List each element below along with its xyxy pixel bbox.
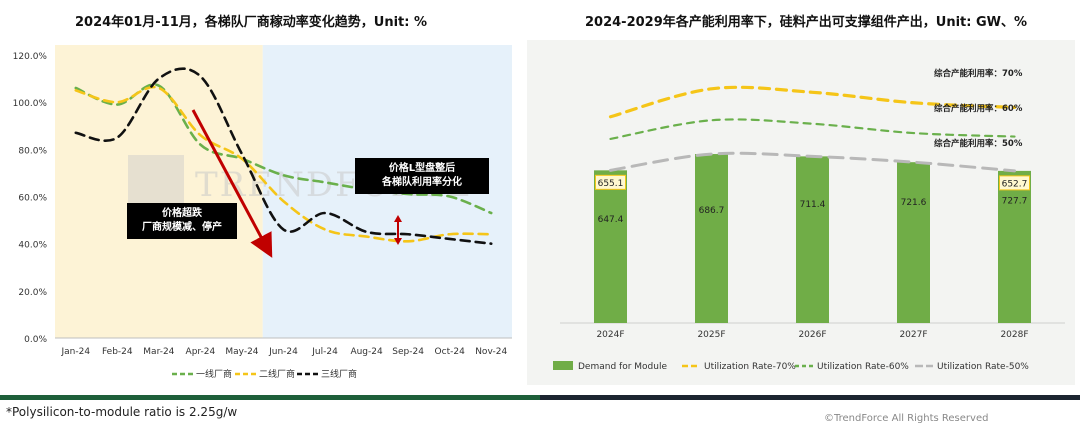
footer-bar-dark <box>540 395 1080 400</box>
bar-value-label: 686.7 <box>699 206 725 216</box>
demand-bar <box>796 156 829 323</box>
x-tick-label: 2026F <box>798 330 826 340</box>
bar-value-label: 721.6 <box>901 198 927 208</box>
bar-top-label: 655.1 <box>598 179 624 189</box>
callout-price-crash-line2: 厂商规模减、停产 <box>142 222 222 233</box>
rate-line-label: 综合产能利用率：70% <box>934 68 1023 79</box>
series-tier3-line <box>74 67 493 245</box>
x-tick-label: Apr-24 <box>186 347 216 357</box>
y-tick-label: 0.0% <box>24 335 47 345</box>
x-tick-label: Jan-24 <box>60 347 90 357</box>
copyright: ©TrendForce All Rights Reserved <box>824 413 989 424</box>
rate-line-label: 综合产能利用率：60% <box>934 103 1023 114</box>
x-tick-label: Mar-24 <box>143 347 174 357</box>
x-tick-label: 2024F <box>596 330 624 340</box>
legend-label: 一线厂商 <box>196 368 232 380</box>
demand-bar <box>897 162 930 323</box>
y-tick-label: 100.0% <box>13 99 48 109</box>
demand-bar <box>594 170 627 323</box>
rate-70-line <box>608 85 1017 119</box>
y-tick-label: 80.0% <box>18 146 47 156</box>
legend-label: Utilization Rate-50% <box>937 362 1029 372</box>
rate-line-label: 综合产能利用率：50% <box>934 138 1023 149</box>
callout-price-stabilize-line1: 价格L型盘整后 <box>388 163 456 174</box>
x-tick-label: Oct-24 <box>435 347 466 357</box>
legend-label: Demand for Module <box>578 362 667 372</box>
y-tick-label: 20.0% <box>18 288 47 298</box>
series-tier2-line <box>74 85 493 243</box>
x-tick-label: 2027F <box>899 330 927 340</box>
footer-bar-green <box>0 395 540 400</box>
x-tick-label: Sep-24 <box>392 347 424 357</box>
bar-top-label: 652.7 <box>1002 179 1028 189</box>
x-tick-label: May-24 <box>225 347 258 357</box>
rate-50-line <box>609 151 1016 173</box>
decline-arrow <box>191 109 273 258</box>
charts-svg: 0.0% 20.0% 40.0% 60.0% 80.0% 100.0% 120.0% Jan-… <box>13 45 1065 380</box>
y-tick-label: 60.0% <box>18 194 47 204</box>
right-chart-title: 2024-2029年各产能利用率下，硅料产出可支撑组件产出，Unit: GW、% <box>585 15 1028 30</box>
legend-label: Utilization Rate-70% <box>704 362 796 372</box>
callout-price-crash-line1: 价格超跌 <box>162 208 202 219</box>
callout-price-stabilize-line2: 各梯队利用率分化 <box>382 177 462 188</box>
x-tick-label: 2025F <box>697 330 725 340</box>
divergence-arrow-up <box>394 215 402 222</box>
watermark-logo <box>128 155 184 205</box>
rate-60-line <box>609 118 1016 140</box>
bar-top-label-box <box>595 174 626 190</box>
legend-swatch-demand <box>553 361 573 370</box>
x-tick-label: Feb-24 <box>102 347 133 357</box>
demand-bar <box>695 154 728 323</box>
callout-price-crash: 价格超跌 厂商规模减、停产 <box>127 203 237 239</box>
legend-label: Utilization Rate-60% <box>817 362 909 372</box>
series-tier1-line <box>74 83 493 215</box>
bar-value-label: 711.4 <box>800 200 826 210</box>
legend-label: 三线厂商 <box>321 368 357 380</box>
demand-bar <box>998 170 1031 323</box>
bar-value-label: 727.7 <box>1002 196 1028 206</box>
x-tick-label: 2028F <box>1000 330 1028 340</box>
footnote: *Polysilicon-to-module ratio is 2.25g/w <box>6 405 238 419</box>
callout-price-stabilize: 价格L型盘整后 各梯队利用率分化 <box>355 158 489 194</box>
bar-top-label-box <box>999 175 1030 191</box>
y-tick-label: 40.0% <box>18 241 47 251</box>
left-chart-title: 2024年01月-11月，各梯队厂商稼动率变化趋势，Unit: % <box>75 15 427 30</box>
legend-label: 二线厂商 <box>259 368 295 380</box>
bar-value-label: 647.4 <box>598 215 624 225</box>
x-tick-label: Nov-24 <box>475 347 507 357</box>
x-tick-label: Jul-24 <box>311 347 338 357</box>
divergence-arrow-down <box>394 238 402 245</box>
x-tick-label: Aug-24 <box>350 347 383 357</box>
y-tick-label: 120.0% <box>13 52 48 62</box>
x-tick-label: Jun-24 <box>268 347 298 357</box>
